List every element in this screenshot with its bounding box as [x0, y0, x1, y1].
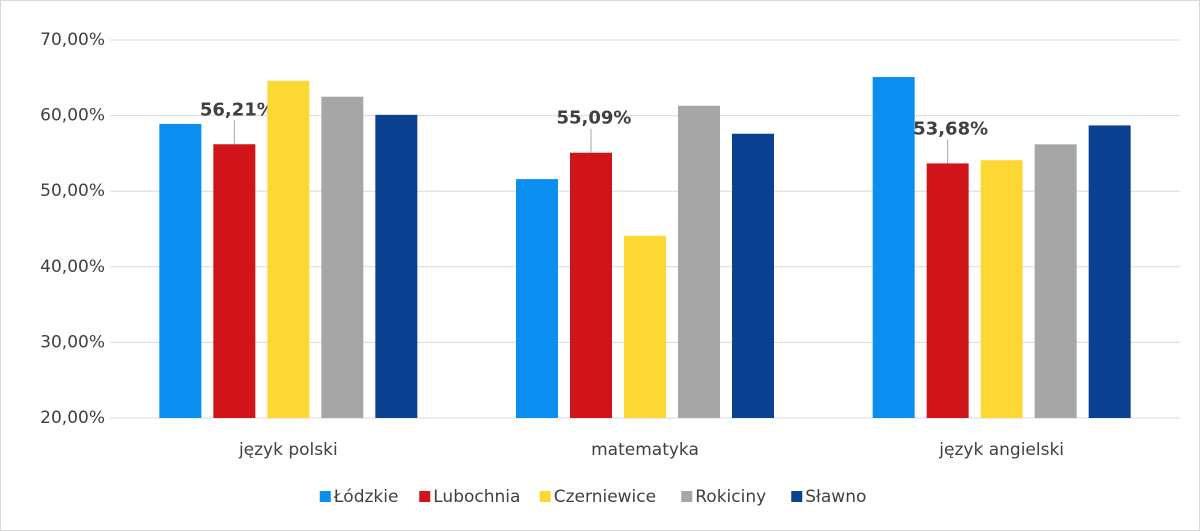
legend-label: Sławno — [805, 487, 866, 507]
y-tick-label: 70,00% — [40, 30, 105, 50]
bar — [872, 77, 915, 418]
legend-label: Czerniewice — [554, 487, 656, 507]
legend-label: Łódzkie — [333, 487, 399, 507]
x-tick-label: matematyka — [591, 440, 699, 460]
y-tick-label: 20,00% — [40, 408, 105, 428]
y-tick-label: 50,00% — [40, 181, 105, 201]
bar — [213, 144, 256, 419]
bar — [1088, 125, 1131, 418]
legend-label: Rokiciny — [695, 487, 766, 507]
legend-swatch — [319, 491, 331, 502]
legend-swatch — [419, 491, 431, 502]
y-tick-label: 30,00% — [40, 332, 105, 352]
bar — [570, 152, 612, 418]
bar — [516, 179, 558, 418]
value-label: 55,09% — [557, 108, 632, 129]
value-label: 56,21% — [200, 99, 275, 120]
legend-swatch — [791, 491, 803, 502]
bar — [267, 80, 310, 418]
bar — [1034, 144, 1077, 418]
bar — [375, 114, 418, 419]
bar — [321, 96, 364, 418]
legend-swatch — [681, 491, 693, 502]
y-tick-label: 40,00% — [40, 257, 105, 277]
legend-swatch — [539, 491, 551, 502]
bar — [926, 163, 969, 418]
bar — [624, 235, 666, 418]
legend-label: Lubochnia — [433, 487, 520, 507]
x-tick-label: język angielski — [938, 440, 1064, 460]
bar — [678, 105, 720, 418]
x-tick-label: język polski — [238, 440, 338, 460]
bar — [980, 160, 1023, 419]
bar — [159, 123, 202, 418]
value-label: 53,68% — [913, 118, 988, 139]
y-tick-label: 60,00% — [40, 106, 105, 126]
bar — [732, 133, 774, 418]
